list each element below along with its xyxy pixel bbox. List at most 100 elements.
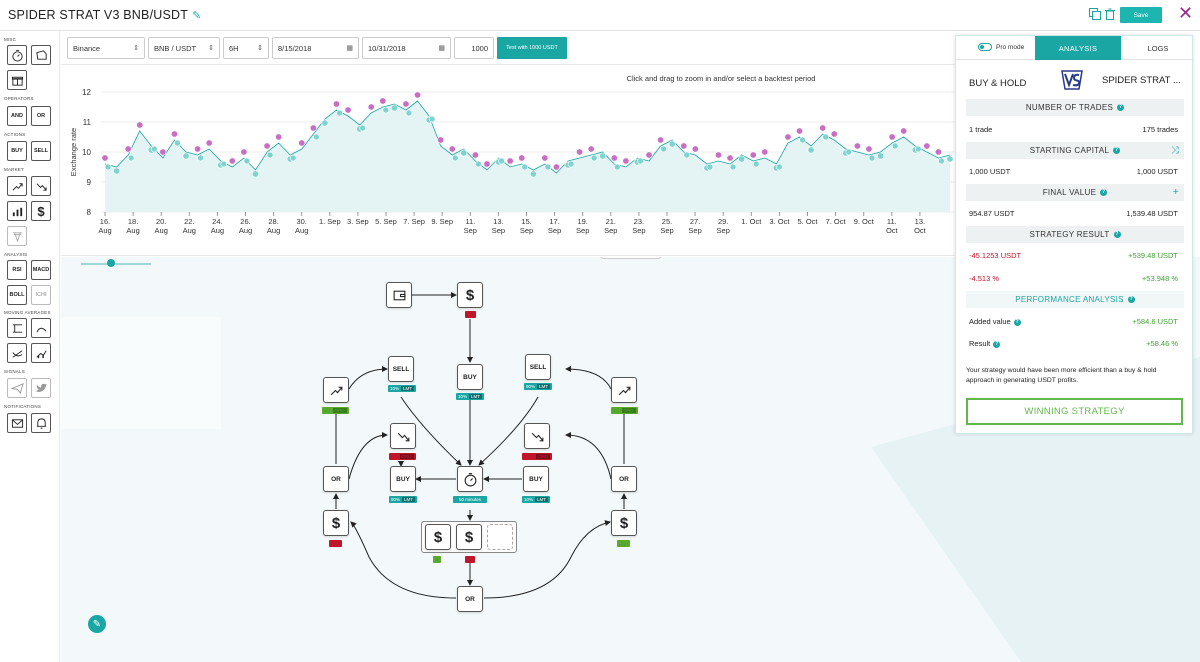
section-actions: ACTIONS xyxy=(4,132,26,137)
sell-node-right[interactable]: SELL xyxy=(525,354,551,380)
x-tick-label-month: Sep xyxy=(520,226,533,235)
group-price-node-2[interactable]: $ xyxy=(456,524,482,550)
sell-node-left[interactable]: SELL xyxy=(388,356,414,382)
macd-block[interactable]: MACD xyxy=(31,260,51,280)
or-block[interactable]: OR xyxy=(31,106,51,126)
buy-node-right[interactable]: BUY xyxy=(523,466,549,492)
strategy-canvas[interactable]: ⌃ xyxy=(61,257,1200,662)
dollar-icon: $ xyxy=(619,514,629,532)
price-up-block[interactable] xyxy=(7,176,27,196)
zoom-slider[interactable] xyxy=(81,263,151,265)
help-icon[interactable]: ? xyxy=(993,340,1001,348)
help-icon[interactable]: ? xyxy=(1117,104,1125,111)
buy-block[interactable]: BUY xyxy=(7,141,27,161)
price-down-block[interactable] xyxy=(31,176,51,196)
plus-icon[interactable]: + xyxy=(1172,187,1179,198)
edge-or-to-down-right xyxy=(565,432,612,480)
ichi-block[interactable]: ICHI xyxy=(31,285,51,305)
timer-node[interactable] xyxy=(457,466,483,492)
pro-mode-toggle[interactable] xyxy=(978,43,992,51)
wrench-icon[interactable]: ✎ xyxy=(88,615,106,633)
buy-marker xyxy=(599,152,607,160)
x-tick-label: 15. xyxy=(521,217,531,226)
amount-input[interactable]: 1000 xyxy=(454,37,494,59)
help-icon[interactable]: ? xyxy=(1100,189,1108,196)
wallet-block[interactable] xyxy=(31,45,51,65)
zoom-slider-handle[interactable] xyxy=(107,259,115,267)
help-icon[interactable]: ? xyxy=(1113,231,1121,238)
trend-up-node-left[interactable] xyxy=(323,377,349,403)
edge-trend-to-sell-left xyxy=(348,366,388,390)
duplicate-icon[interactable] xyxy=(1089,8,1101,20)
sell-marker xyxy=(518,154,526,162)
interval-value: 6H xyxy=(229,43,239,53)
timer-icon xyxy=(464,472,476,486)
help-icon[interactable]: ? xyxy=(1127,296,1135,303)
sell-marker xyxy=(610,154,618,162)
or-node-right[interactable]: OR xyxy=(611,466,637,492)
price-node-top[interactable]: $ xyxy=(457,282,483,308)
twitter-block[interactable] xyxy=(31,378,51,398)
gift-block[interactable] xyxy=(7,70,27,90)
section-signals: SIGNALS xyxy=(4,369,25,374)
trend-up-node-right[interactable] xyxy=(611,377,637,403)
trend-down-node-left[interactable] xyxy=(390,423,416,449)
help-icon[interactable]: ? xyxy=(1013,318,1021,326)
volume-block[interactable] xyxy=(7,201,27,221)
capital-hold: 1,000 USDT xyxy=(969,167,1011,176)
shuffle-icon[interactable]: ⤨ xyxy=(1170,145,1179,156)
tab-analysis[interactable]: ANALYSIS xyxy=(1035,36,1121,60)
series-area xyxy=(105,101,950,212)
ma-block-2[interactable] xyxy=(31,318,51,338)
x-tick-label: 19. xyxy=(577,217,587,226)
price-node-left[interactable]: $ xyxy=(323,510,349,536)
boll-block[interactable]: BOLL xyxy=(7,285,27,305)
email-block[interactable] xyxy=(7,413,27,433)
pencil-icon[interactable]: ✎ xyxy=(192,10,202,22)
pair-select[interactable]: BNB / USDT ⇕ xyxy=(148,37,220,59)
ma-trend-block[interactable] xyxy=(31,343,51,363)
or-node-left[interactable]: OR xyxy=(323,466,349,492)
rsi-block[interactable]: RSI xyxy=(7,260,27,280)
end-date-input[interactable]: 10/31/2018 ▦ xyxy=(362,37,451,59)
buy-node-left[interactable]: BUY xyxy=(390,466,416,492)
sell-marker xyxy=(240,148,248,156)
x-tick-label: 5. Oct xyxy=(797,217,818,226)
price-chart[interactable]: Click and drag to zoom in and/or select … xyxy=(61,66,956,256)
buy-node-top[interactable]: BUY xyxy=(457,364,483,390)
test-button[interactable]: Test with 1000 USDT xyxy=(497,37,567,59)
x-tick-label: 1. Oct xyxy=(741,217,762,226)
sell-block[interactable]: SELL xyxy=(31,141,51,161)
price-block[interactable]: $ xyxy=(31,201,51,221)
group-empty-slot[interactable] xyxy=(487,524,513,550)
timer-block[interactable] xyxy=(7,45,27,65)
x-tick-label: 11. xyxy=(887,217,897,226)
price-tag-left: 10 xyxy=(329,540,342,547)
fibonacci-icon xyxy=(12,231,22,243)
save-button[interactable]: Save xyxy=(1120,7,1162,23)
exchange-select[interactable]: Binance ⇕ xyxy=(67,37,145,59)
wallet-node[interactable] xyxy=(386,282,412,308)
alert-block[interactable] xyxy=(31,413,51,433)
telegram-block[interactable] xyxy=(7,378,27,398)
price-node-right[interactable]: $ xyxy=(611,510,637,536)
start-date-input[interactable]: 8/15/2018 ▦ xyxy=(272,37,359,59)
x-tick-label-month: Aug xyxy=(267,226,280,235)
tab-logs[interactable]: LOGS xyxy=(1121,36,1194,60)
trash-icon[interactable] xyxy=(1104,8,1116,20)
trend-down-node-right[interactable] xyxy=(524,423,550,449)
sell-marker xyxy=(865,145,873,153)
fibonacci-block[interactable] xyxy=(7,226,27,246)
node-group[interactable]: $ $ xyxy=(421,521,517,553)
help-icon[interactable]: ? xyxy=(1113,147,1121,154)
strategy-title[interactable]: SPIDER STRAT V3 BNB/USDT ✎ xyxy=(8,8,202,22)
group-price-node-1[interactable]: $ xyxy=(425,524,451,550)
close-icon[interactable]: ✕ xyxy=(1178,3,1194,23)
ma-cross-block[interactable] xyxy=(7,343,27,363)
buy-tag-right: 10% LMT xyxy=(522,496,551,503)
and-block[interactable]: AND xyxy=(7,106,27,126)
or-node-bottom[interactable]: OR xyxy=(457,586,483,612)
ma-block-1[interactable] xyxy=(7,318,27,338)
select-arrows-icon: ⇕ xyxy=(257,45,263,52)
interval-select[interactable]: 6H ⇕ xyxy=(223,37,269,59)
